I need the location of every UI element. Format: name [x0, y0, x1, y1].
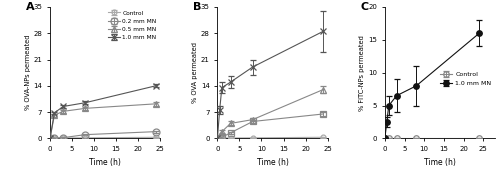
Y-axis label: % OVA-NPs permeated: % OVA-NPs permeated: [24, 35, 30, 110]
Y-axis label: % FITC-NPs permeated: % FITC-NPs permeated: [360, 35, 366, 111]
X-axis label: Time (h): Time (h): [256, 158, 288, 167]
X-axis label: Time (h): Time (h): [424, 158, 456, 167]
Text: C: C: [360, 2, 368, 12]
Legend: Control, 0.2 mm MN, 0.5 mm MN, 1.0 mm MN: Control, 0.2 mm MN, 0.5 mm MN, 1.0 mm MN: [108, 10, 157, 41]
Text: A: A: [26, 2, 34, 12]
Y-axis label: % OVA permeated: % OVA permeated: [192, 42, 198, 103]
X-axis label: Time (h): Time (h): [89, 158, 121, 167]
Text: B: B: [193, 2, 202, 12]
Legend: Control, 1.0 mm MN: Control, 1.0 mm MN: [439, 71, 492, 87]
